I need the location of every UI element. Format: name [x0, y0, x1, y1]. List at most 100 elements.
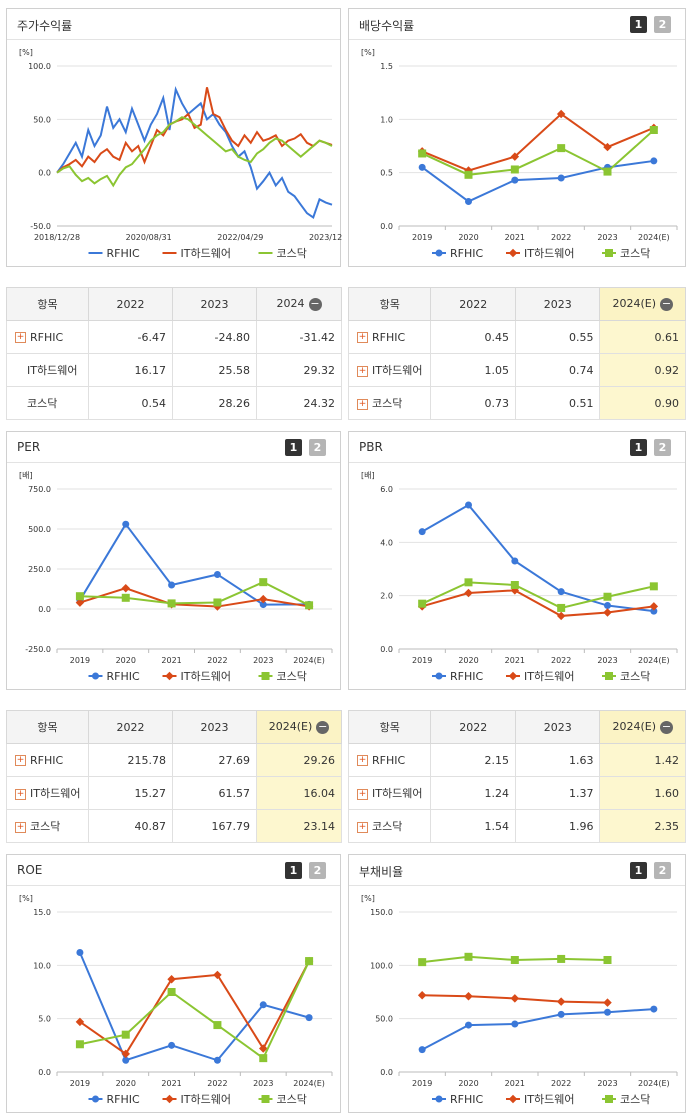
debt-ratio-chart: [%] 150.0 100.0 50.0 0.0 2019 2020 2021 2022 2023…	[361, 894, 678, 1106]
series-line	[79, 581, 310, 607]
expand-plus-icon[interactable]: +	[357, 821, 368, 833]
row-name: IT하드웨어	[27, 364, 78, 377]
collapse-icon[interactable]: −	[308, 296, 322, 311]
row-name-cell: + RFHIC	[347, 743, 432, 777]
column-header-label: 항목	[37, 721, 58, 734]
expand-plus-icon[interactable]: +	[15, 755, 26, 766]
collapse-icon[interactable]: −	[316, 719, 330, 734]
legend-label: IT하드웨어	[181, 669, 231, 683]
table-row: + 코스닥 40.87 167.79 23.14	[6, 809, 342, 843]
value-cell: -24.80	[172, 320, 257, 354]
page-1-button[interactable]: 1	[285, 439, 302, 456]
cell-value: 1.05	[484, 363, 509, 377]
value-cell: 1.37	[514, 776, 601, 810]
y-tick-label: 6.0	[380, 485, 393, 494]
panel-title: 주가수익률	[17, 19, 73, 33]
data-point	[417, 990, 427, 1000]
series-line	[421, 129, 655, 176]
page-2-button[interactable]: 2	[654, 16, 671, 33]
y-tick-label: 0.0	[380, 645, 393, 654]
table-row: 코스닥 0.54 28.26 24.32	[6, 386, 342, 420]
x-tick-label: 2019	[70, 656, 90, 665]
x-tick-label: 2022	[551, 233, 571, 242]
x-tick-label: 2018/12/28	[34, 233, 80, 242]
page-1-button[interactable]: 1	[630, 16, 647, 33]
expand-plus-icon[interactable]: +	[357, 755, 368, 766]
panel-title: ROE	[17, 863, 43, 877]
page-1-button[interactable]: 1	[630, 862, 647, 879]
column-header: 2024(E) −	[599, 710, 686, 744]
axis-unit-label: [%]	[19, 48, 33, 57]
expand-plus-icon[interactable]: +	[357, 332, 368, 343]
data-point	[465, 501, 472, 509]
legend-label: RFHIC	[107, 247, 140, 260]
cell-value: 0.92	[654, 363, 680, 377]
y-tick-label: 250.0	[28, 565, 51, 574]
page-1-button[interactable]: 1	[630, 439, 647, 456]
cell-value: 0.74	[568, 363, 594, 377]
column-header: 항목	[6, 710, 89, 744]
y-tick-label: 0.0	[380, 222, 393, 231]
y-tick-label: 0.0	[38, 1068, 51, 1077]
page-2-button[interactable]: 2	[309, 439, 326, 456]
x-tick-label: 2021	[505, 233, 525, 242]
row-name: IT하드웨어	[372, 787, 423, 800]
x-tick-label: 2021	[505, 656, 525, 665]
expand-plus-icon[interactable]: +	[15, 788, 26, 800]
x-tick-label: 2021	[505, 1079, 525, 1088]
y-tick-label: 1.0	[380, 115, 393, 124]
cell-value: 1.24	[484, 786, 509, 800]
series-line	[79, 960, 310, 1060]
data-point	[464, 992, 473, 1001]
legend-marker	[605, 672, 613, 680]
collapse-icon[interactable]: −	[660, 719, 673, 734]
y-tick-label: 150.0	[370, 908, 393, 917]
legend-marker	[92, 1095, 99, 1103]
data-point	[650, 1005, 658, 1013]
y-tick-label: 4.0	[380, 538, 393, 547]
page-2-button[interactable]: 2	[654, 862, 671, 879]
page-2-button[interactable]: 2	[309, 862, 326, 879]
axis-unit-label: [배]	[19, 471, 33, 480]
x-tick-label: 2021	[161, 656, 181, 665]
expand-plus-icon[interactable]: +	[357, 365, 368, 377]
cell-value: 16.04	[303, 786, 336, 800]
cell-value: -24.80	[214, 330, 250, 344]
panel-header: 주가수익률	[7, 9, 340, 40]
cell-value: 40.87	[134, 819, 167, 833]
expand-plus-icon[interactable]: +	[357, 788, 368, 800]
column-header: 항목	[347, 287, 432, 321]
column-header-label: 2023	[200, 720, 229, 734]
value-cell: 1.54	[430, 809, 516, 843]
page-1-button[interactable]: 1	[285, 862, 302, 879]
row-name-cell: + 코스닥	[347, 809, 432, 843]
collapse-icon[interactable]: −	[660, 296, 673, 311]
y-tick-label: 50.0	[33, 115, 51, 124]
expand-plus-icon[interactable]: +	[357, 398, 368, 410]
axis-unit-label: [%]	[361, 48, 375, 57]
data-point	[122, 520, 130, 528]
legend-label: 코스닥	[620, 247, 650, 260]
page-2-button[interactable]: 2	[654, 439, 671, 456]
legend-label: 코스닥	[277, 670, 307, 683]
data-point	[168, 1041, 176, 1049]
column-header-label: 2023	[543, 720, 572, 734]
series-line	[79, 960, 310, 1056]
y-tick-label: 500.0	[28, 525, 51, 534]
cell-value: 1.63	[568, 753, 594, 767]
expand-plus-icon[interactable]: +	[15, 332, 26, 343]
legend-marker	[435, 249, 443, 257]
data-point	[649, 126, 658, 134]
cell-value: 0.90	[654, 396, 680, 410]
legend-marker	[92, 672, 99, 680]
pbr-table: 항목 2022 2023 2024(E) − + RFHIC 2.15 1.63 1.42 + IT하…	[347, 710, 686, 843]
series-line	[421, 1008, 654, 1051]
value-cell: 28.26	[172, 386, 257, 420]
value-cell: 2.35	[599, 809, 686, 843]
column-header-label: 2024(E)	[612, 297, 656, 311]
expand-plus-icon[interactable]: +	[15, 821, 26, 833]
table-row: + RFHIC 0.45 0.55 0.61	[347, 320, 686, 354]
panel-header: PBR 1 2	[349, 432, 685, 463]
stock-return-chart: [%] 100.0 50.0 0.0 -50.0 2018/12/28 2020/08/31…	[19, 48, 342, 260]
column-header-label: 2024	[276, 297, 305, 311]
